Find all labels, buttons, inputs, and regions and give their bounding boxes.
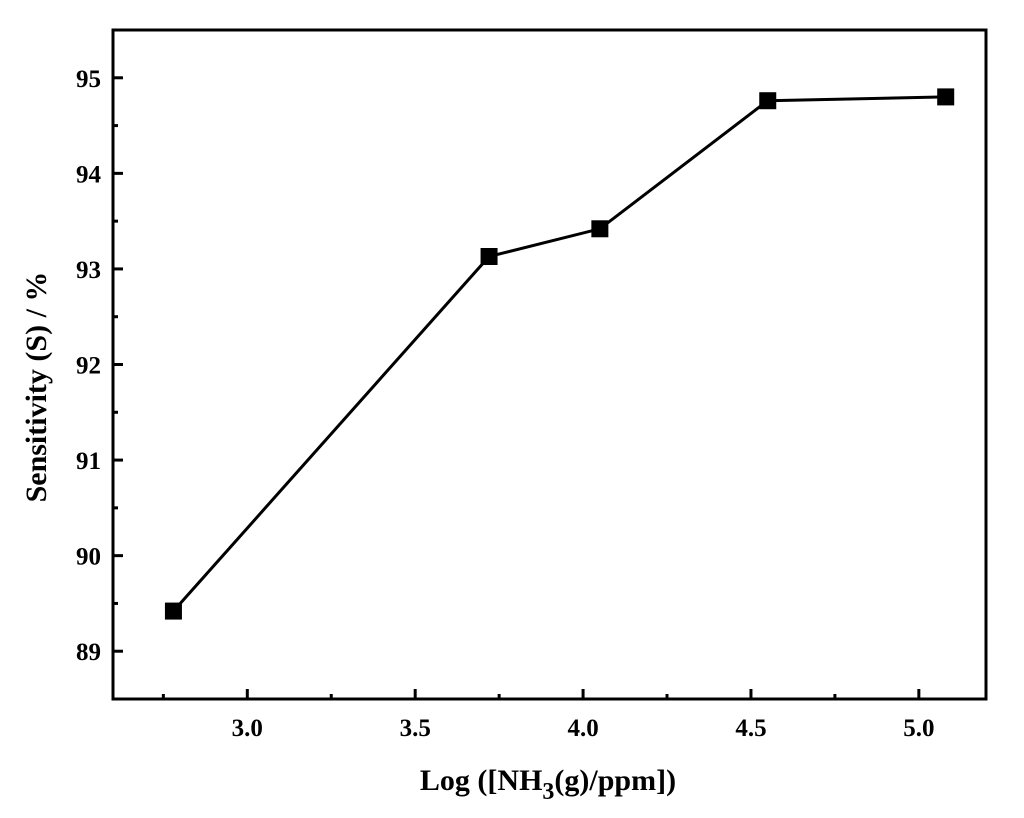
y-tick-label: 95	[76, 66, 101, 93]
x-axis-title-subscript: 3	[542, 779, 554, 805]
y-tick-label: 92	[76, 353, 101, 380]
x-axis-title-suffix: (g)/ppm])	[554, 764, 676, 797]
data-point-marker	[937, 88, 955, 106]
plot-frame	[111, 28, 988, 701]
y-tick-label: 89	[76, 639, 101, 666]
y-tick-label: 90	[76, 544, 101, 571]
x-axis-title: Log ([NH3(g)/ppm])	[420, 764, 676, 805]
series-layer	[164, 88, 955, 620]
x-axis-ticks: 3.0 3.5 4.0 4.5 5.0	[161, 689, 934, 742]
x-tick-label: 4.5	[735, 715, 766, 742]
y-tick-label: 91	[76, 448, 101, 475]
y-tick-label: 94	[76, 161, 102, 188]
x-tick-label: 4.0	[567, 715, 598, 742]
y-axis-title: Sensitivity (S) / %	[20, 272, 53, 503]
y-axis-ticks: 89 90 91 92 93 94 95	[76, 28, 123, 701]
data-point-marker	[164, 602, 182, 620]
series-line	[172, 95, 946, 613]
data-point-marker	[759, 92, 777, 110]
y-tick-label: 93	[76, 257, 101, 284]
x-tick-label: 3.5	[400, 715, 431, 742]
x-tick-label: 5.0	[903, 715, 934, 742]
x-tick-label: 3.0	[232, 715, 263, 742]
x-axis-title-prefix: Log ([NH	[420, 764, 543, 797]
plot-area	[111, 28, 988, 701]
data-point-marker	[480, 248, 498, 266]
data-point-marker	[591, 220, 609, 238]
